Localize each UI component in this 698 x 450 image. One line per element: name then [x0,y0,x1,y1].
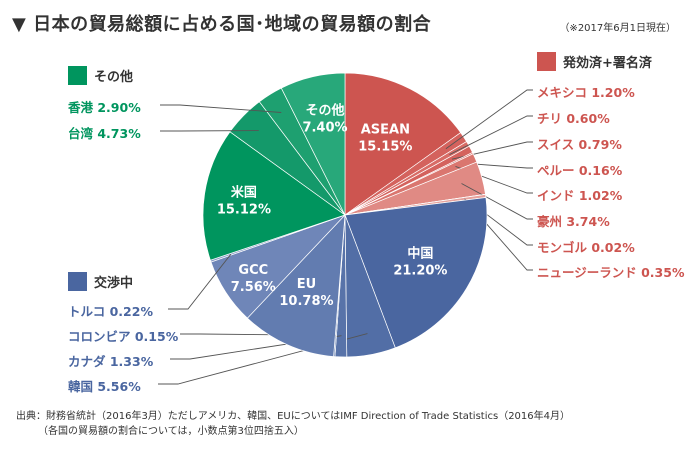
slice-label: 15.12% [217,203,271,218]
leader-line-15 [168,253,232,310]
as-of-date: （※2017年6月1日現在） [559,23,676,34]
slice-label: 10.78% [279,294,333,309]
slice-label: EU [297,277,316,292]
chart-title: ▼ 日本の貿易総額に占める国･地域の貿易額の割合 [12,14,432,35]
slice-label-8: ニュージーランド 0.35% [537,265,685,280]
pie-slice-16 [202,131,346,261]
rounding-note: （各国の貿易額の割合については，小数点第3位四捨五入） [38,426,304,437]
legend-blue: 交渉中 [68,272,133,291]
slice-label-12: コロンビア 0.15% [68,329,179,344]
legend-label: 発効済+署名済 [563,56,652,71]
slice-label: 7.40% [302,121,347,136]
slice-label: GCC [238,263,268,278]
legend-label: 交渉中 [94,276,134,291]
slice-label-1: メキシコ 1.20% [537,85,635,100]
pie-slice-9 [344,197,488,349]
pie-slice-0 [344,72,462,216]
slice-label-6: 豪州 3.74% [537,214,610,229]
slice-label-5: インド 1.02% [537,188,623,203]
legend-red: 発効済+署名済 [537,52,652,71]
leader-line-3 [451,141,533,160]
pie-slice-19 [280,72,346,216]
leader-line-1 [445,89,533,150]
slice-label-17: 台湾 4.73% [68,126,141,141]
slice-label: 7.56% [231,280,276,295]
source-note: 出典：財務省統計（2016年3月）ただしアメリカ、韓国、EUについてはIMF D… [16,411,571,422]
slice-label: ASEAN [361,123,410,138]
legend-label: その他 [94,70,134,85]
legend-swatch-green [68,66,87,85]
slice-label: 21.20% [393,263,447,278]
legend-green: その他 [68,66,133,85]
leader-line-18 [160,104,282,113]
pie-slice-13 [246,214,346,357]
leader-line-2 [449,115,533,155]
slice-label: 15.15% [358,140,412,155]
legend-swatch-red [537,52,556,71]
legend-swatch-blue [68,272,87,291]
slice-label-2: チリ 0.60% [537,111,610,126]
slice-label-3: スイス 0.79% [537,137,622,152]
slice-label-10: 韓国 5.56% [68,379,141,394]
slice-label: 中国 [407,245,433,261]
slice-label-18: 香港 2.90% [68,100,141,115]
slice-label: その他 [305,103,344,119]
slice-label-7: モンゴル 0.02% [537,240,635,255]
slice-label-15: トルコ 0.22% [68,304,153,319]
slice-label: 米国 [231,185,257,201]
slice-label-11: カナダ 1.33% [68,354,154,369]
slice-label-4: ペルー 0.16% [537,163,623,178]
leader-line-4 [453,161,533,169]
